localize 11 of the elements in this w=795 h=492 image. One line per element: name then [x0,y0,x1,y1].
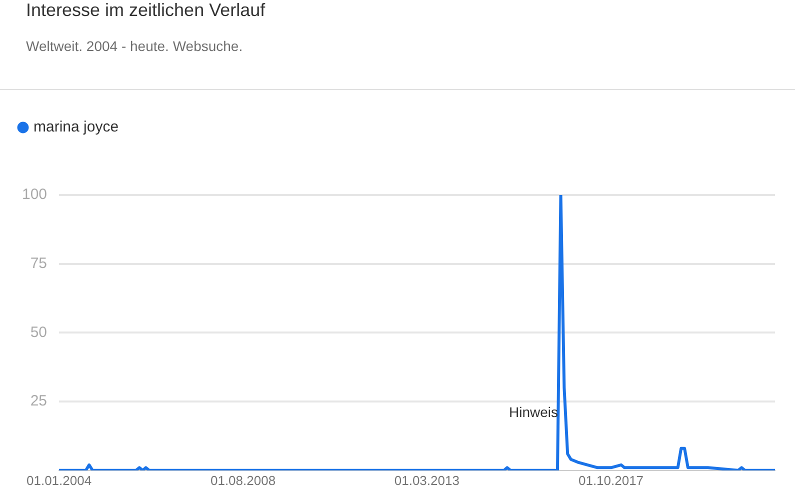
x-tick-label: 01.03.2013 [394,472,460,488]
y-tick-label: 25 [30,392,48,410]
x-tick-label: 01.08.2008 [210,472,276,488]
chart-subtitle: Weltweit. 2004 - heute. Websuche. [26,38,243,54]
x-tick-label: 01.01.2004 [26,472,92,488]
y-tick-label: 75 [30,254,48,272]
x-tick-label: 01.10.2017 [578,472,644,488]
chart-title: Interesse im zeitlichen Verlauf [26,0,266,21]
y-tick-label: 100 [22,186,48,204]
y-tick-label: 50 [30,324,48,341]
legend-label: marina joyce [34,118,119,136]
